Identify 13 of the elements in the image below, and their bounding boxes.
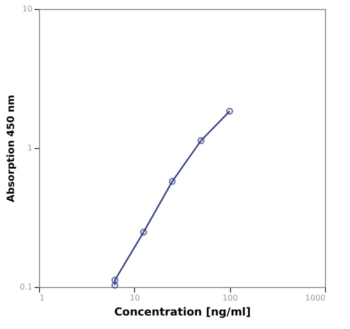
x-tick-label: 10 <box>130 294 140 302</box>
y-tick-label: 0.1 <box>20 282 32 292</box>
y-tick-label: 10 <box>22 4 32 14</box>
x-axis-title: Concentration [ng/ml] <box>114 306 251 318</box>
point <box>111 276 118 284</box>
x-tick-label: 1 <box>40 294 45 302</box>
y-axis-title: Absorption 450 nm <box>6 94 17 202</box>
x-tick-label: 1000 <box>305 294 326 302</box>
point <box>140 228 148 236</box>
y-tick-label: 1 <box>27 144 32 152</box>
x-tick-label: 100 <box>222 294 238 302</box>
point <box>197 137 204 144</box>
point <box>168 178 176 185</box>
